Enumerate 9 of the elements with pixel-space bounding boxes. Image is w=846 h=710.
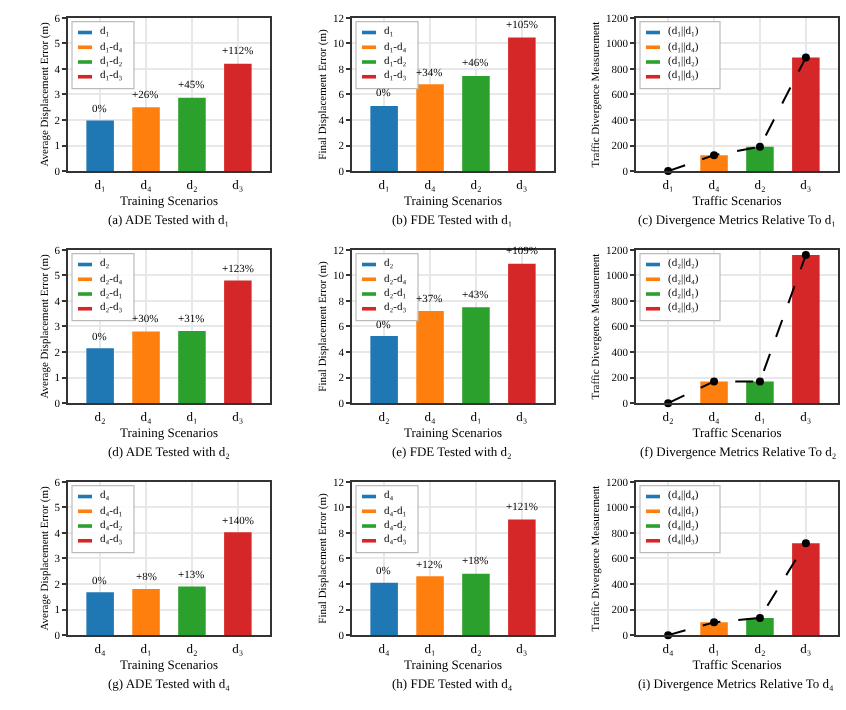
- point: [755, 613, 764, 622]
- point: [710, 151, 719, 160]
- point: [801, 539, 810, 548]
- point: [710, 618, 719, 627]
- point: [755, 377, 764, 386]
- point: [801, 250, 810, 259]
- point: [710, 377, 719, 386]
- point: [755, 142, 764, 151]
- point: [801, 53, 810, 62]
